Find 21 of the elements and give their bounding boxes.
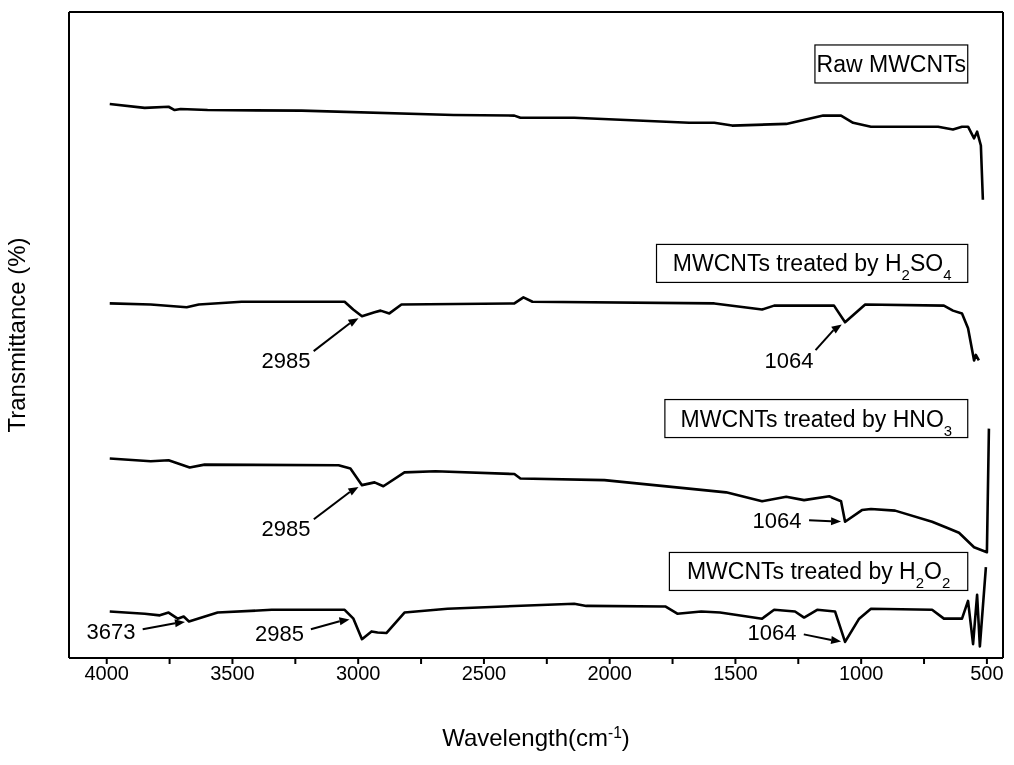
x-tick-label: 1500 bbox=[713, 662, 758, 685]
annotation: 1064 bbox=[764, 348, 814, 374]
annotation: 1064 bbox=[747, 619, 797, 645]
annotation: 1064 bbox=[752, 507, 802, 533]
series-label: MWCNTs treated by H$_{2}$O$_{2}$ bbox=[686, 558, 951, 591]
x-tick-label: 500 bbox=[970, 662, 1004, 685]
series-label: Raw MWCNTs bbox=[816, 50, 967, 77]
x-axis-title: Wavelength(cm$^{-1}$) bbox=[442, 723, 630, 751]
x-tick-label: 4000 bbox=[84, 662, 129, 685]
annotation: 2985 bbox=[261, 516, 311, 542]
series-label: MWCNTs treated by HNO$_{3}$ bbox=[680, 405, 953, 439]
x-tick-label: 2500 bbox=[461, 662, 507, 685]
x-tick-label: 2000 bbox=[587, 662, 632, 685]
x-tick-label: 3000 bbox=[335, 662, 381, 685]
annotation: 3673 bbox=[86, 619, 136, 645]
series-label: MWCNTs treated by H$_{2}$SO$_{4}$ bbox=[672, 250, 952, 283]
y-axis-title: Transmittance (%) bbox=[2, 237, 30, 433]
x-tick-label: 1000 bbox=[838, 662, 884, 685]
annotation: 2985 bbox=[254, 620, 304, 646]
x-tick-label: 3500 bbox=[210, 662, 255, 685]
annotation: 2985 bbox=[261, 348, 311, 374]
